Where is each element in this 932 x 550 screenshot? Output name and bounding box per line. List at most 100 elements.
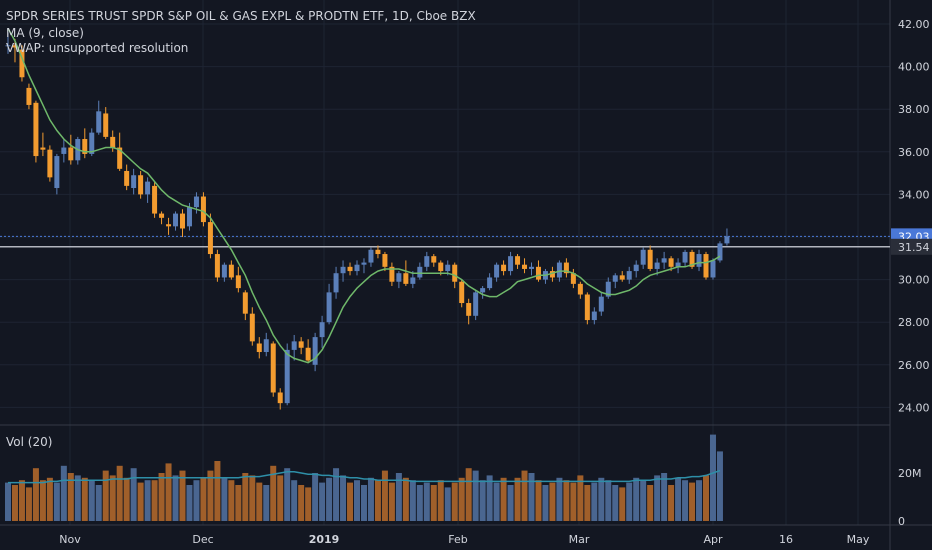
volume-bar: [32, 468, 39, 521]
time-tick-label: Mar: [569, 533, 590, 546]
candle-body: [480, 288, 486, 293]
volume-bar: [654, 475, 661, 521]
volume-bar: [186, 485, 193, 521]
volume-bar: [388, 482, 395, 521]
volume-bar: [682, 480, 689, 521]
candle-body: [159, 213, 165, 218]
candle-body: [319, 322, 325, 338]
volume-bar: [598, 477, 605, 521]
candle-body: [200, 196, 206, 223]
candle-body: [124, 170, 130, 186]
candle-body: [598, 296, 604, 312]
volume-bar: [542, 485, 549, 521]
candle-body: [242, 292, 248, 314]
volume-bar: [242, 473, 249, 521]
volume-bar: [668, 485, 675, 521]
candle-body: [605, 281, 611, 297]
volume-bar: [256, 482, 263, 521]
volume-bar: [214, 461, 221, 521]
candle-body: [563, 262, 569, 274]
price-tick-label: 26.00: [898, 359, 930, 372]
volume-bar: [367, 477, 374, 521]
time-tick-label: Feb: [448, 533, 467, 546]
chart-title[interactable]: SPDR SERIES TRUST SPDR S&P OIL & GAS EXP…: [6, 9, 476, 23]
candle-body: [675, 262, 681, 267]
candle-body: [5, 45, 11, 47]
volume-bar: [333, 468, 340, 521]
candle-body: [522, 264, 528, 269]
candle-body: [487, 277, 493, 289]
price-tick-label: 40.00: [898, 61, 930, 74]
vwap-legend[interactable]: VWAP: unsupported resolution: [6, 41, 189, 55]
candle-body: [54, 156, 60, 189]
price-tick-label: 36.00: [898, 146, 930, 159]
candle-body: [68, 147, 74, 161]
volume-bar: [437, 480, 444, 521]
volume-bar: [5, 482, 11, 521]
candle-body: [193, 196, 199, 208]
volume-bar: [39, 480, 46, 521]
volume-bar: [67, 473, 74, 521]
candle-body: [501, 264, 507, 272]
candle-body: [145, 181, 151, 195]
volume-bar: [46, 477, 53, 521]
volume-bar: [291, 480, 298, 521]
candle-body: [647, 249, 653, 269]
volume-bar: [53, 482, 60, 521]
candle-body: [654, 262, 660, 269]
candle-body: [152, 185, 158, 214]
volume-bar: [354, 480, 360, 521]
candle-body: [305, 347, 311, 361]
candle-body: [508, 256, 514, 272]
volume-ma-line: [8, 469, 721, 484]
candle-body: [466, 303, 472, 316]
volume-bar: [556, 477, 563, 521]
volume-bar: [675, 477, 682, 521]
ma-line: [7, 27, 721, 364]
candlestick-series: [0, 32, 890, 410]
volume-bar: [507, 485, 514, 521]
volume-bar: [423, 482, 430, 521]
volume-bar: [465, 468, 472, 521]
candle-body: [166, 224, 172, 227]
ma-legend[interactable]: MA (9, close): [6, 26, 84, 40]
volume-bar: [165, 463, 172, 521]
volume-bar: [493, 482, 500, 521]
volume-bar: [130, 468, 137, 521]
volume-bar: [340, 475, 347, 521]
candle-body: [682, 251, 688, 263]
candle-body: [347, 266, 353, 272]
candle-body: [389, 266, 395, 282]
time-tick-label: 16: [779, 533, 793, 546]
candle-body: [626, 271, 632, 280]
candle-body: [228, 264, 234, 278]
candle-body: [724, 236, 730, 244]
volume-bar: [235, 485, 242, 521]
volume-bar: [500, 477, 507, 521]
volume-bar: [716, 451, 723, 521]
time-tick-label: Dec: [192, 533, 213, 546]
volume-legend[interactable]: Vol (20): [6, 435, 53, 449]
volume-bar: [25, 487, 32, 521]
candle-body: [494, 264, 500, 278]
price-tick-label: 24.00: [898, 401, 930, 414]
time-tick-label: May: [847, 533, 870, 546]
candle-body: [424, 256, 430, 267]
volume-bar: [535, 480, 542, 521]
candle-body: [668, 258, 674, 267]
candle-body: [103, 113, 109, 137]
volume-bar: [193, 480, 200, 521]
candle-body: [110, 136, 116, 148]
volume-bar: [158, 473, 165, 521]
volume-bar: [81, 477, 88, 521]
volume-bar: [74, 475, 81, 521]
candle-body: [417, 266, 423, 278]
candle-body: [473, 292, 479, 316]
price-tick-label: 28.00: [898, 316, 930, 329]
candle-body: [619, 275, 625, 280]
volume-bar: [277, 475, 284, 521]
candle-body: [277, 392, 283, 404]
volume-bar: [451, 482, 458, 521]
volume-bar: [18, 480, 25, 521]
